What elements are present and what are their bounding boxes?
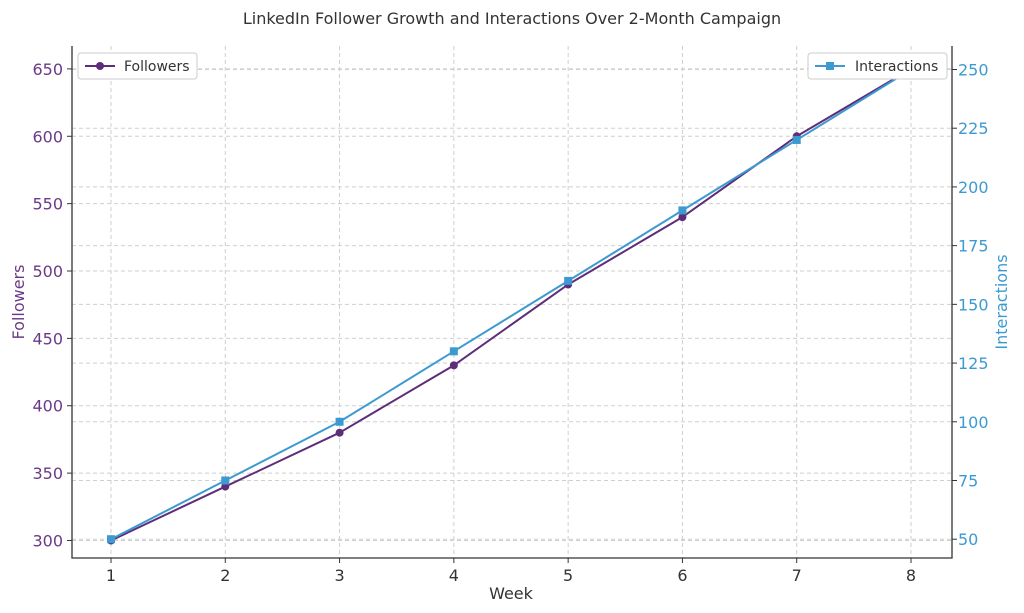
x-tick-label: 8 [906,566,916,585]
series-line-followers [110,68,912,542]
right-tick-label: 50 [958,530,978,549]
data-point-interactions [449,347,458,356]
x-axis-label: Week [489,584,534,603]
right-tick-label: 150 [958,295,989,314]
chart-title: LinkedIn Follower Growth and Interaction… [243,9,781,28]
legend-followers: Followers [77,52,198,80]
data-point-interactions [107,535,115,544]
right-tick-label: 200 [958,178,989,197]
data-point-followers [449,361,458,370]
axes-frame [71,46,953,559]
data-point-followers [678,213,687,222]
right-tick-label: 75 [958,471,978,490]
left-y-axis-label: Followers [9,265,28,340]
x-tick-label: 1 [106,566,116,585]
data-point-interactions [792,135,801,144]
right-y-axis: 50 75 100 125 150 175 200 225 250 [952,60,989,549]
data-point-interactions [221,476,230,485]
left-tick-label: 350 [32,464,63,483]
left-tick-label: 400 [32,397,63,416]
x-tick-label: 6 [677,566,687,585]
right-tick-label: 225 [958,119,989,138]
grid [72,46,952,558]
x-axis: 1 2 3 4 5 6 7 8 [106,558,916,585]
left-tick-label: 600 [32,127,63,146]
left-tick-label: 500 [32,262,63,281]
data-point-interactions [564,276,573,285]
data-point-followers [335,428,344,437]
right-y-axis-label: Interactions [992,254,1011,349]
data-point-followers [221,482,230,491]
x-tick-label: 2 [220,566,230,585]
left-y-axis: 300 350 400 450 500 550 600 650 [32,60,72,550]
legend-label-followers: Followers [124,59,190,75]
right-tick-label: 175 [958,237,989,256]
x-tick-label: 5 [563,566,573,585]
left-tick-label: 550 [32,195,63,214]
right-tick-label: 100 [958,413,989,432]
data-point-interactions [678,206,687,215]
x-tick-label: 3 [334,566,344,585]
legend-interactions: Interactions [807,52,948,80]
right-tick-label: 125 [958,354,989,373]
left-tick-label: 450 [32,329,63,348]
series-layer [107,64,915,545]
series-line-interactions [110,68,912,541]
right-tick-label: 250 [958,60,989,79]
data-point-interactions [335,417,344,426]
x-tick-label: 7 [792,566,802,585]
left-tick-label: 300 [32,531,63,550]
legend-label-interactions: Interactions [855,59,938,75]
left-tick-label: 650 [32,60,63,79]
x-tick-label: 4 [449,566,459,585]
